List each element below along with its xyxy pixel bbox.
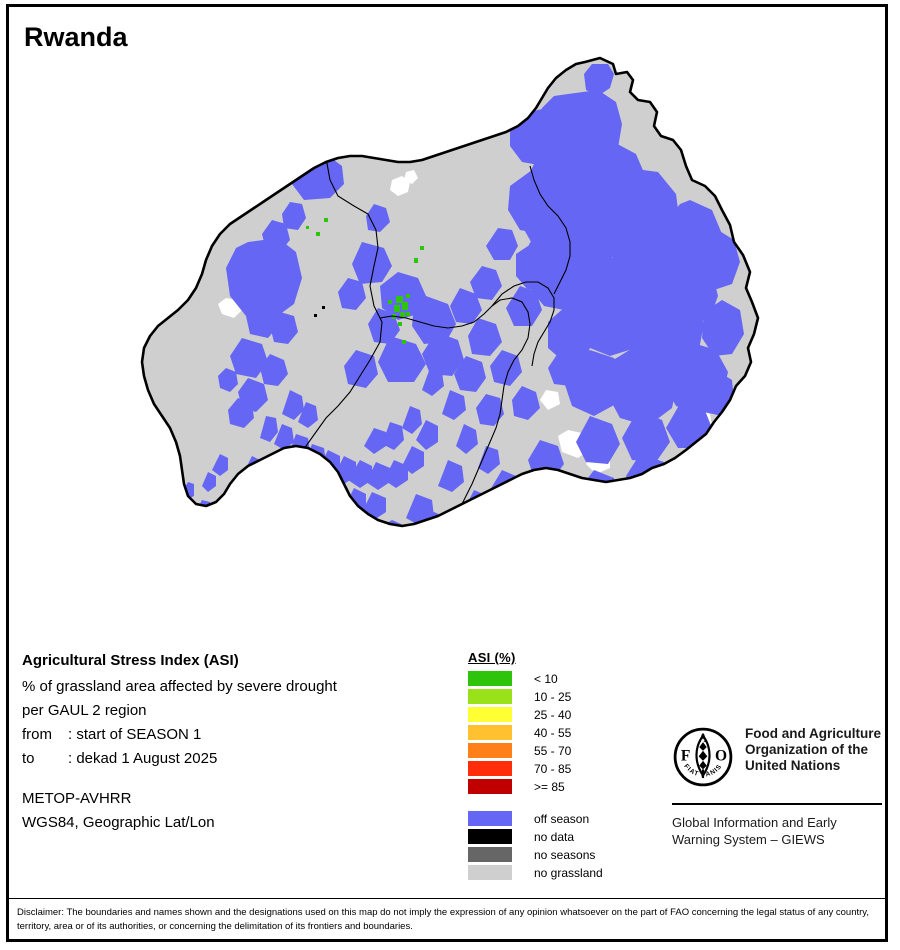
- legend-label: no grassland: [534, 865, 603, 880]
- caption-projection: WGS84, Geographic Lat/Lon: [22, 814, 215, 831]
- legend-status-item[interactable]: off season: [468, 810, 658, 827]
- legend-label: 25 - 40: [534, 707, 572, 722]
- caption-spacer: [22, 774, 452, 790]
- legend: ASI (%) < 10 10 - 25 25 - 40 40 - 55 55 …: [468, 650, 658, 882]
- legend-swatch: [468, 725, 512, 740]
- fao-divider: [672, 803, 882, 805]
- legend-label: < 10: [534, 671, 558, 686]
- map-canvas: [130, 50, 800, 630]
- legend-label: >= 85: [534, 779, 565, 794]
- legend-item[interactable]: 40 - 55: [468, 724, 658, 741]
- fao-org-line-2: Organization of the: [745, 742, 868, 757]
- from-value: : start of SEASON 1: [68, 726, 202, 743]
- legend-status-item[interactable]: no seasons: [468, 846, 658, 863]
- svg-text:O: O: [715, 748, 727, 765]
- legend-label: 70 - 85: [534, 761, 572, 776]
- fao-org-line-1: Food and Agriculture: [745, 726, 881, 741]
- legend-swatch: [468, 707, 512, 722]
- legend-item[interactable]: 70 - 85: [468, 760, 658, 777]
- to-value: : dekad 1 August 2025: [68, 750, 218, 767]
- legend-swatch: [468, 761, 512, 776]
- page-title: Rwanda: [24, 22, 128, 52]
- legend-label: no seasons: [534, 847, 596, 862]
- legend-swatch: [468, 865, 512, 880]
- legend-item[interactable]: 10 - 25: [468, 688, 658, 705]
- legend-title: ASI (%): [468, 650, 516, 665]
- disclaimer-divider: [9, 898, 885, 899]
- svg-text:F: F: [681, 748, 690, 765]
- legend-label: 55 - 70: [534, 743, 572, 758]
- fao-logo-icon: F A O FIAT PANIS: [673, 727, 733, 787]
- legend-status-item[interactable]: no grassland: [468, 864, 658, 881]
- caption-period-from: from : start of SEASON 1: [22, 726, 452, 743]
- legend-swatch: [468, 779, 512, 794]
- legend-item[interactable]: < 10: [468, 670, 658, 687]
- legend-label: 40 - 55: [534, 725, 572, 740]
- caption-region-level: per GAUL 2 region: [22, 702, 147, 719]
- svg-text:A: A: [699, 731, 708, 745]
- map-country-outline: [140, 56, 760, 528]
- fao-org-name: Food and Agriculture Organization of the…: [745, 726, 881, 774]
- legend-label: no data: [534, 829, 575, 844]
- legend-swatch: [468, 689, 512, 704]
- legend-label: off season: [534, 811, 590, 826]
- caption-block: Agricultural Stress Index (ASI) % of gra…: [22, 652, 452, 838]
- legend-label: 10 - 25: [534, 689, 572, 704]
- legend-swatch: [468, 829, 512, 844]
- legend-spacer: [468, 796, 658, 810]
- legend-item[interactable]: >= 85: [468, 778, 658, 795]
- disclaimer-text: Disclaimer: The boundaries and names sho…: [17, 907, 869, 932]
- legend-swatch: [468, 743, 512, 758]
- legend-item[interactable]: 55 - 70: [468, 742, 658, 759]
- caption-title: Agricultural Stress Index (ASI): [22, 652, 239, 669]
- to-label: to: [22, 750, 35, 767]
- caption-period-to: to : dekad 1 August 2025: [22, 750, 452, 767]
- legend-swatch: [468, 811, 512, 826]
- caption-subtitle: % of grassland area affected by severe d…: [22, 678, 337, 695]
- fao-branding: F A O FIAT PANIS Food and Agriculture Or…: [672, 726, 888, 848]
- legend-item[interactable]: 25 - 40: [468, 706, 658, 723]
- legend-status-item[interactable]: no data: [468, 828, 658, 845]
- legend-swatch: [468, 671, 512, 686]
- giews-line-2: Warning System – GIEWS: [672, 832, 825, 847]
- giews-name: Global Information and Early Warning Sys…: [672, 814, 888, 848]
- legend-swatch: [468, 847, 512, 862]
- fao-org-line-3: United Nations: [745, 758, 841, 773]
- giews-line-1: Global Information and Early: [672, 815, 837, 830]
- fao-logo: F A O FIAT PANIS: [672, 726, 734, 793]
- from-label: from: [22, 726, 52, 743]
- caption-sensor: METOP-AVHRR: [22, 790, 132, 807]
- rwanda-map[interactable]: [130, 50, 800, 630]
